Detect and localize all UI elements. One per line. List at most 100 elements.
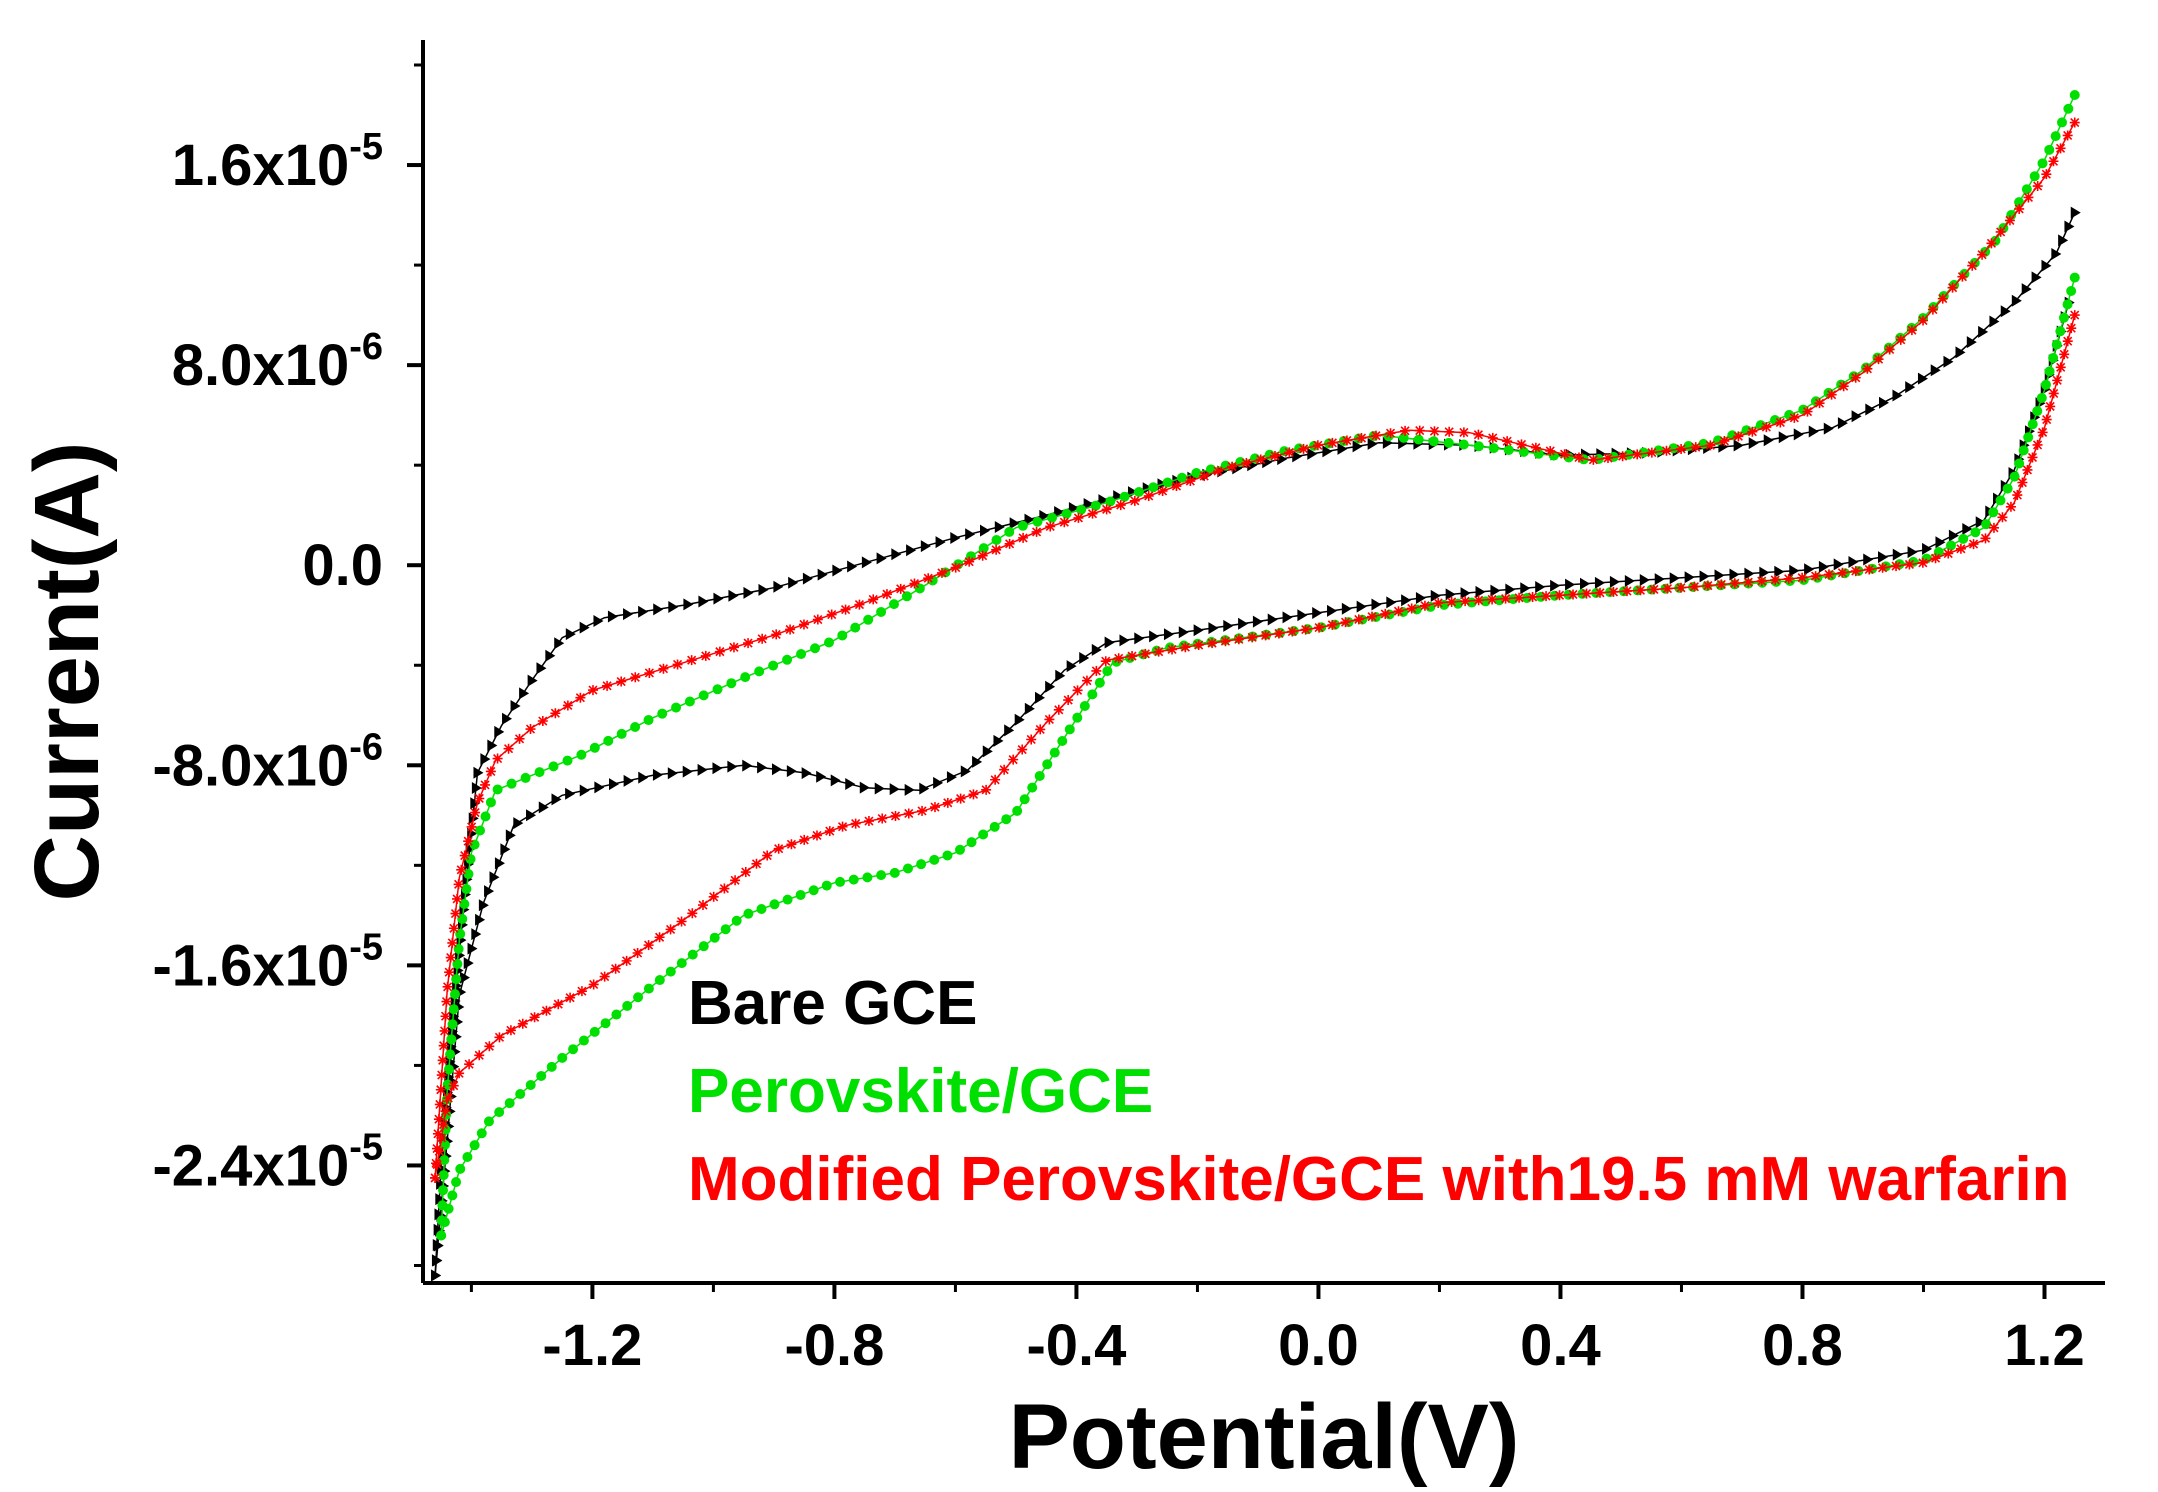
data-point [1763,434,1774,447]
data-point [1371,598,1382,611]
data-point [1035,724,1046,735]
data-point [1884,344,1895,355]
data-point [1208,622,1219,635]
data-point [616,676,627,687]
data-point [1573,452,1584,463]
data-point [1747,426,1758,437]
data-point [492,753,503,764]
data-point [916,859,927,870]
y-tick-label: 8.0x10-6 [172,326,383,398]
data-point [942,850,953,861]
data-point [470,807,481,818]
data-point [1823,422,1834,435]
x-tick-label: -1.2 [542,1313,642,1378]
data-point [638,771,649,784]
data-point [968,789,979,800]
data-point [1153,646,1164,657]
data-point [450,908,461,919]
data-point [743,908,754,919]
data-point [1968,539,1979,550]
data-point [1810,571,1821,582]
data-point [1149,630,1160,643]
data-point [795,889,806,900]
data-point [638,605,649,618]
data-point [525,1079,536,1090]
data-point [463,836,474,847]
data-point [643,715,654,726]
data-point [1012,805,1023,816]
data-point [1783,573,1794,584]
data-point [708,891,719,902]
data-point [1444,426,1455,437]
data-point [1148,482,1159,493]
data-point [863,816,874,827]
data-point [1518,446,1529,457]
data-point [1733,431,1744,442]
data-point [1042,759,1053,770]
data-point [1733,439,1744,452]
data-point [845,777,856,790]
data-point [713,592,724,605]
data-point [1267,613,1278,626]
data-point [1327,619,1338,630]
data-point [2069,117,2080,128]
y-tick-label: 0.0 [302,533,383,598]
data-point [463,957,474,970]
data-point [1970,527,1981,538]
data-point [437,1200,448,1211]
data-point [1079,701,1090,712]
data-point [654,975,665,986]
data-point [1639,574,1650,587]
data-point [1617,451,1628,462]
data-point [1475,585,1486,598]
data-point [1157,485,1168,496]
data-point [1743,577,1754,588]
data-point [1072,685,1083,696]
data-point [906,544,917,557]
data-point [1699,570,1710,583]
data-point [2044,366,2055,377]
data-point [1930,364,1941,377]
data-point [1906,325,1917,336]
data-point [600,1018,611,1029]
data-point [2045,401,2056,412]
data-point [1104,636,1115,649]
data-point [1702,580,1713,591]
data-point [902,863,913,874]
data-point [994,520,1005,533]
data-point [2041,414,2052,425]
data-point [698,690,709,701]
data-point [643,940,654,951]
data-point [835,876,846,887]
data-point [1945,540,1956,551]
data-point [439,1025,450,1036]
data-point [1227,461,1238,472]
ticks-layer: -1.2 -0.8 -0.4 0.0 0.4 0.8 1.2 1.6x10-5 8.0x10-6… [152,63,2085,1378]
data-point [1609,575,1620,588]
data-point [1385,428,1396,439]
data-point [773,843,784,854]
data-point [464,1059,475,1070]
data-point [989,821,1000,832]
data-point [917,805,928,816]
data-point [1603,453,1613,464]
data-point [786,839,797,850]
data-point [502,712,513,725]
data-point [2004,215,2015,226]
data-point [1608,586,1619,597]
data-point [438,1185,449,1196]
data-point [1019,794,1030,805]
data-point [990,774,1001,785]
data-point [726,678,737,689]
data-point [461,884,472,895]
data-point [1935,536,1946,549]
data-point [1621,586,1632,597]
data-point [782,654,793,665]
data-point [837,821,848,832]
data-point [489,871,500,884]
data-point [709,932,720,943]
data-point [785,624,796,635]
data-point [1322,445,1333,458]
data-point [451,974,462,985]
series-line-reverse [440,94,2076,1236]
